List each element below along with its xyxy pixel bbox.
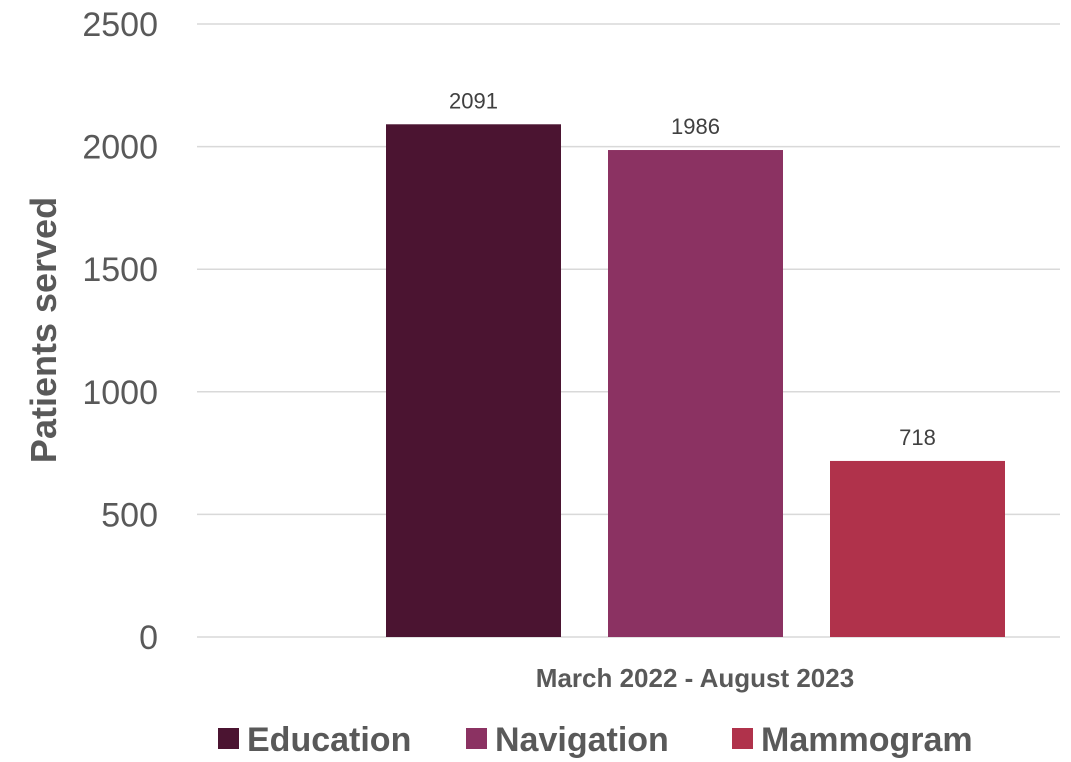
- y-tick-label: 2000: [82, 129, 158, 167]
- legend-swatch-navigation: [466, 728, 487, 749]
- y-axis-label: Patients served: [23, 197, 64, 463]
- data-label-navigation: 1986: [671, 114, 720, 139]
- y-tick-label: 0: [139, 619, 158, 657]
- legend-swatch-education: [218, 728, 239, 749]
- legend-label-mammogram: Mammogram: [761, 721, 973, 759]
- data-label-mammogram: 718: [899, 425, 936, 450]
- legend-label-education: Education: [247, 721, 411, 759]
- data-label-education: 2091: [449, 88, 498, 113]
- y-axis-ticks: 0 500 1000 1500 2000 2500: [82, 6, 158, 657]
- bar-navigation: [608, 150, 783, 637]
- legend-label-navigation: Navigation: [495, 721, 669, 759]
- bar-education: [386, 124, 561, 637]
- legend-swatch-mammogram: [732, 728, 753, 749]
- y-tick-label: 2500: [82, 6, 158, 44]
- legend: Education Navigation Mammogram: [218, 721, 973, 759]
- y-tick-label: 500: [101, 496, 158, 534]
- bars: [386, 124, 1005, 637]
- y-tick-label: 1500: [82, 251, 158, 289]
- y-tick-label: 1000: [82, 374, 158, 412]
- x-category-label: March 2022 - August 2023: [536, 663, 854, 693]
- bar-mammogram: [830, 460, 1005, 637]
- data-labels: 2091 1986 718: [449, 88, 936, 450]
